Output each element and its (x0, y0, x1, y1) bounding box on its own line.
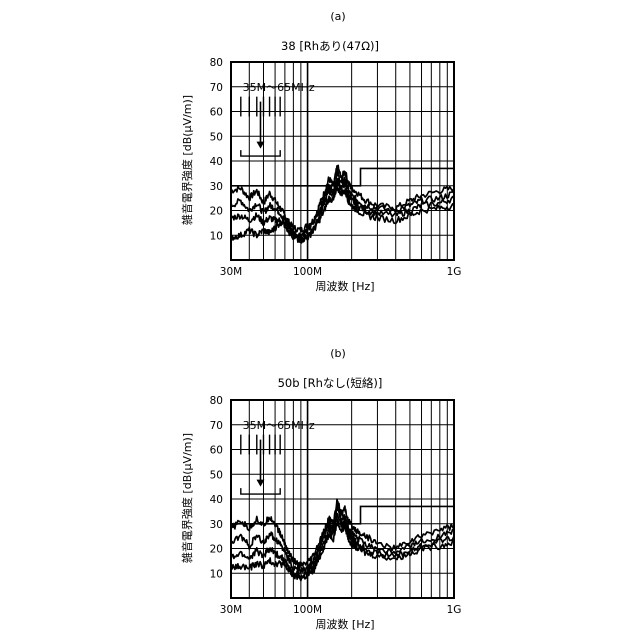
y-tick-label: 10 (210, 568, 223, 580)
chart-panel-b: (b) 50b [Rhなし(短絡)] 雑音電界強度 [dB(μV/m)] 周波数… (180, 347, 461, 631)
series-line-4 (231, 519, 454, 580)
range-annotation-label: 35M～65MHz (243, 419, 315, 432)
x-tick-label: 30M (220, 266, 242, 278)
y-tick-label: 70 (210, 420, 223, 432)
y-tick-label: 10 (210, 230, 223, 242)
chart-panel-a: (a) 38 [Rhあり(47Ω)] 雑音電界強度 [dB(μV/m)] 周波数… (180, 10, 461, 293)
y-tick-label: 40 (210, 494, 223, 506)
y-axis-label: 雑音電界強度 [dB(μV/m)] (180, 433, 194, 563)
y-tick-label: 30 (210, 519, 223, 531)
y-tick-label: 30 (210, 181, 223, 193)
range-bracket (241, 488, 280, 494)
y-tick-label: 80 (210, 395, 223, 407)
range-annotation-label: 35M～65MHz (243, 81, 315, 94)
y-tick-label: 50 (210, 469, 223, 481)
x-tick-label: 30M (220, 604, 242, 616)
y-tick-label: 20 (210, 544, 223, 556)
y-tick-label: 50 (210, 131, 223, 143)
x-axis-label: 周波数 [Hz] (315, 618, 374, 631)
chart-title: 50b [Rhなし(短絡)] (278, 376, 383, 390)
panel-label: (b) (330, 347, 346, 360)
x-tick-label: 1G (447, 266, 462, 278)
y-tick-label: 60 (210, 107, 223, 119)
x-tick-label: 100M (293, 604, 322, 616)
y-axis-label: 雑音電界強度 [dB(μV/m)] (180, 95, 194, 225)
y-tick-label: 80 (210, 57, 223, 69)
panel-label: (a) (330, 10, 345, 23)
y-tick-label: 70 (210, 82, 223, 94)
x-tick-label: 1G (447, 604, 462, 616)
chart-title: 38 [Rhあり(47Ω)] (281, 39, 379, 53)
y-tick-label: 40 (210, 156, 223, 168)
y-tick-label: 20 (210, 206, 223, 218)
y-tick-label: 60 (210, 445, 223, 457)
range-bracket (241, 150, 280, 156)
series-line-4 (231, 186, 454, 242)
x-tick-label: 100M (293, 266, 322, 278)
x-axis-label: 周波数 [Hz] (315, 280, 374, 293)
series-line-1 (231, 499, 454, 568)
